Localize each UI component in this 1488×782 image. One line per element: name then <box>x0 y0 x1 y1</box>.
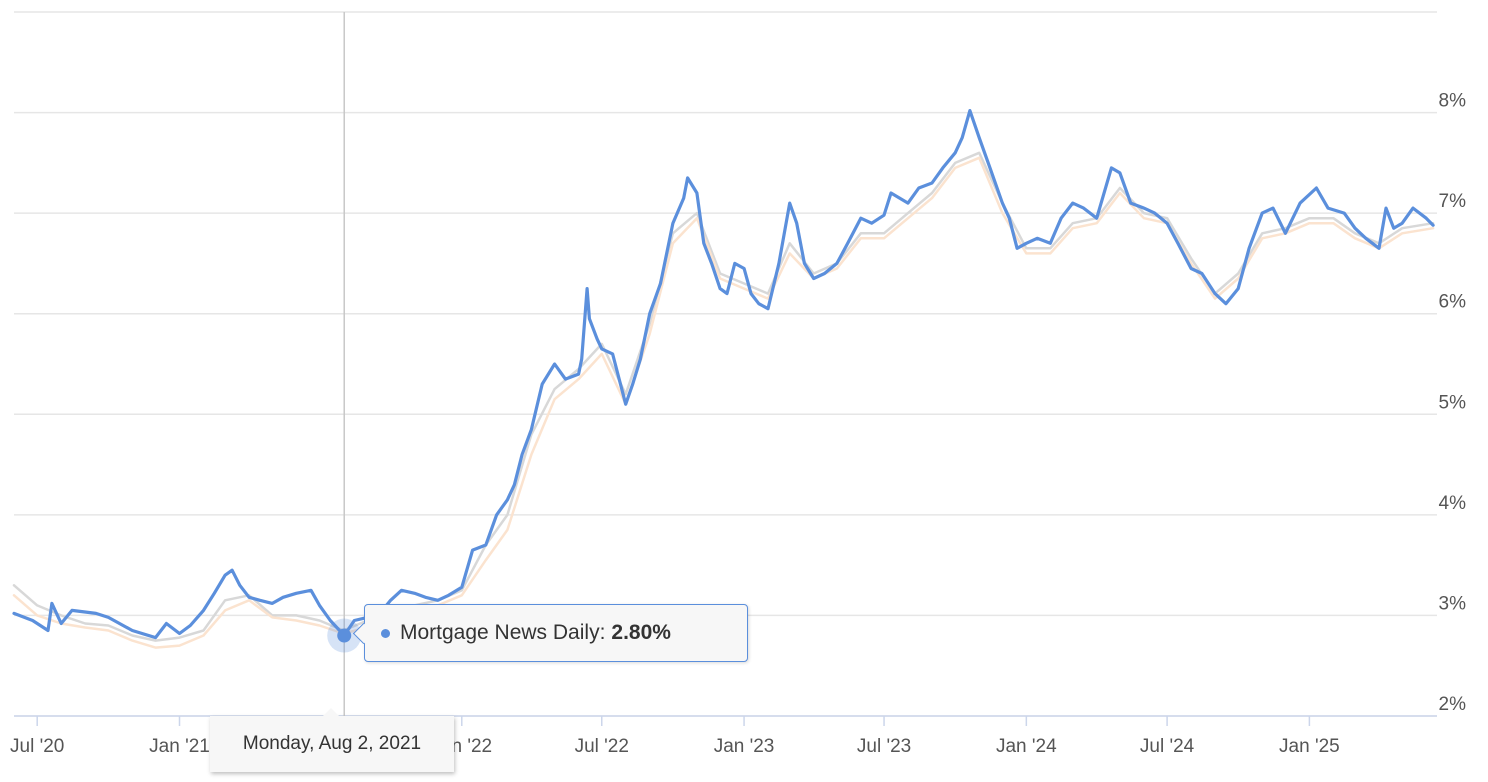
grid-lines <box>14 11 1437 717</box>
tooltip-series-label: Mortgage News Daily: <box>400 621 606 644</box>
series-line <box>12 109 1435 640</box>
series-lines <box>12 109 1435 649</box>
x-tick-label: Jan '23 <box>714 736 775 757</box>
series-line <box>12 156 1435 649</box>
date-label-notch <box>322 708 340 717</box>
tooltip-value: 2.80% <box>611 621 671 644</box>
series-dot-icon <box>381 628 390 638</box>
y-tick-label: 6% <box>1439 292 1467 313</box>
crosshair-date-label: Monday, Aug 2, 2021 <box>210 708 454 772</box>
y-tick-label: 7% <box>1439 191 1467 212</box>
x-tick-label: Jul '23 <box>857 736 911 757</box>
x-tick-label: Jul '20 <box>10 736 64 757</box>
x-tick-label: Jan '24 <box>996 736 1057 757</box>
y-tick-label: 3% <box>1439 593 1467 614</box>
y-axis-tick-labels: 2% 3% 4% 5% 6% 7% 8% <box>1439 91 1467 715</box>
x-tick-label: Jan '21 <box>149 736 210 757</box>
x-tick-label: Jul '22 <box>575 736 629 757</box>
series-line <box>12 151 1435 642</box>
crosshair-date-text: Monday, Aug 2, 2021 <box>242 733 422 754</box>
y-tick-label: 5% <box>1439 392 1467 413</box>
highlight-point <box>337 628 352 643</box>
x-tick-label: Jan '25 <box>1279 736 1340 757</box>
tooltip: Mortgage News Daily: 2.80% <box>352 604 748 662</box>
y-tick-label: 8% <box>1439 91 1467 112</box>
x-tick-label: Jul '24 <box>1140 736 1195 757</box>
y-tick-label: 4% <box>1439 493 1467 514</box>
y-tick-label: 2% <box>1439 694 1467 715</box>
crosshair <box>327 12 362 716</box>
